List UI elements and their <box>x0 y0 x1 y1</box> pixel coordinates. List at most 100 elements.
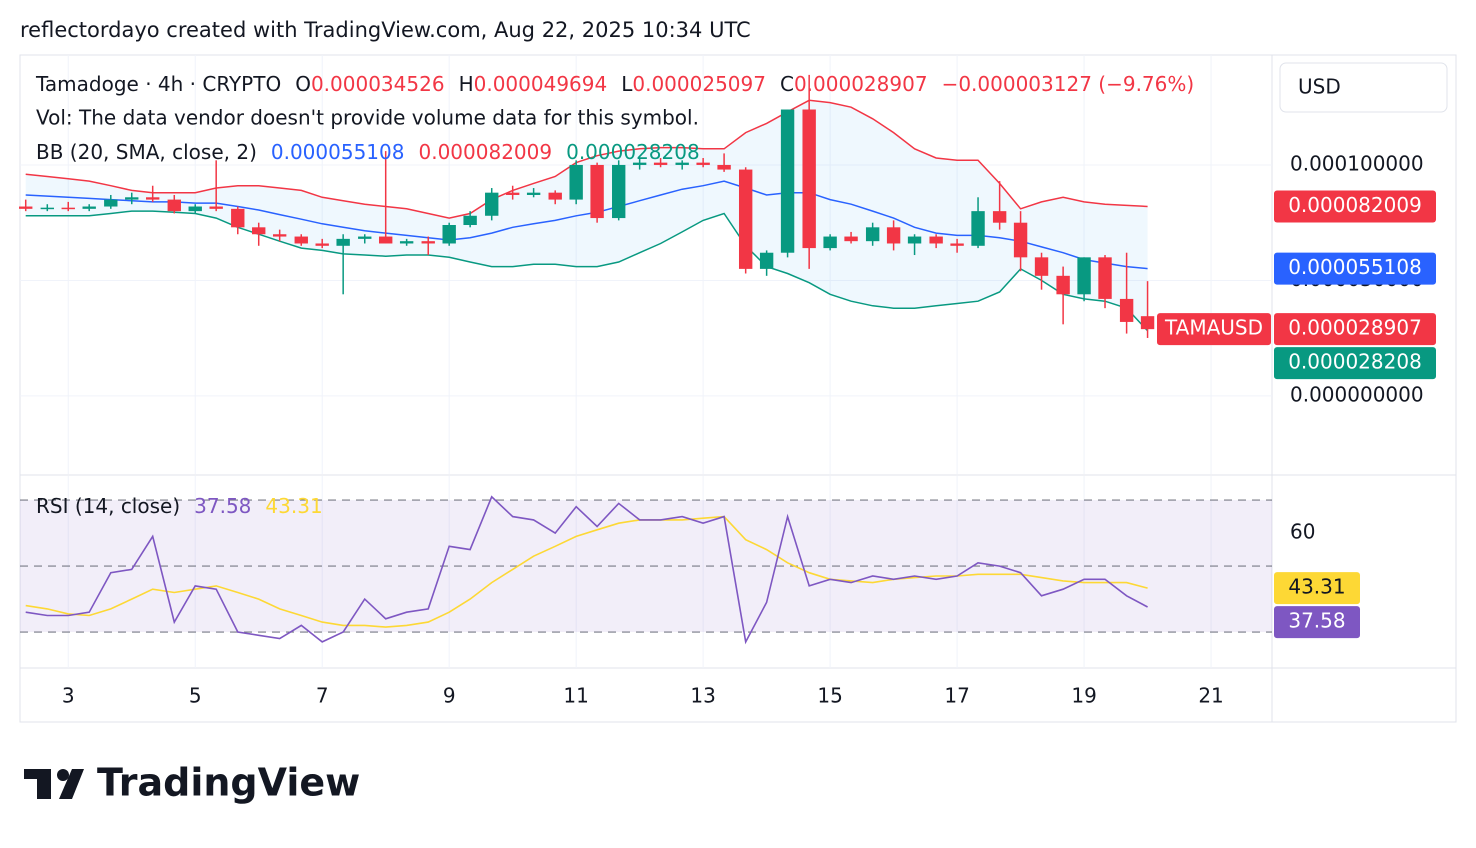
candle-body <box>505 192 520 195</box>
price-badge <box>1274 190 1436 223</box>
price-badge-label: 0.000055108 <box>1288 255 1422 279</box>
candle-body <box>399 241 414 244</box>
candle-body <box>485 192 499 216</box>
symbol-tag <box>1157 313 1271 346</box>
bb-line <box>25 99 1148 219</box>
candle-body <box>971 211 985 246</box>
x-tick-label: 13 <box>690 684 715 708</box>
candle-body <box>252 227 266 235</box>
candle-body <box>590 164 604 219</box>
candle-body <box>358 236 372 239</box>
candle-body <box>379 236 393 244</box>
candle-body <box>1013 222 1028 258</box>
candle-body <box>569 164 583 200</box>
rsi-title: RSI (14, close) <box>36 494 180 518</box>
change: −0.000003127 (−9.76%) <box>942 72 1195 96</box>
x-tick-label: 11 <box>563 684 588 708</box>
rsi-legend: RSI (14, close) 37.58 43.31 <box>36 494 323 518</box>
bb-value: 0.000055108 <box>271 140 405 164</box>
indicator: BB (20, SMA, close, 2) <box>36 140 257 164</box>
ohlc-label: O <box>295 72 311 96</box>
candle-body <box>759 252 774 269</box>
ohlc-value: 0.000028907 <box>794 72 928 96</box>
price-badge-label: 0.000028208 <box>1288 350 1422 374</box>
candle-body <box>82 206 96 209</box>
x-tick-label: 19 <box>1071 684 1096 708</box>
x-tick-label: 17 <box>944 684 969 708</box>
candle-body <box>675 162 689 165</box>
candle-body <box>19 206 33 209</box>
candle-body <box>696 162 710 165</box>
ohlc-label: L <box>621 72 633 96</box>
candle-body <box>929 236 943 244</box>
rsi-badge <box>1274 572 1360 605</box>
candle-body <box>421 241 435 244</box>
candle-body <box>717 164 731 170</box>
candle-body <box>738 169 753 269</box>
legend-ohlc: Tamadoge · 4h · CRYPTO O0.000034526 H0.000… <box>35 72 1194 96</box>
candle-body <box>336 238 350 246</box>
x-tick-label: 9 <box>443 684 456 708</box>
legend-bb: BB (20, SMA, close, 2) 0.000055108 0.00008… <box>36 140 700 164</box>
price-badge-label: 0.000028907 <box>1288 316 1422 340</box>
candle-body <box>188 206 202 212</box>
candle-body <box>40 207 54 210</box>
candle-body <box>907 236 922 244</box>
candle-body <box>272 234 287 237</box>
logo-dot <box>57 769 69 781</box>
candle-body <box>653 162 668 165</box>
candle-body <box>61 207 75 210</box>
rsi-badge-label: 37.58 <box>1288 609 1345 633</box>
x-tick-label: 3 <box>62 684 75 708</box>
rsi-line <box>25 495 1148 645</box>
candle-body <box>231 208 245 228</box>
candle-body <box>104 199 118 207</box>
currency-button[interactable] <box>1279 62 1448 113</box>
chart-frame <box>19 54 1457 723</box>
candle-body <box>294 236 308 244</box>
ohlc-label: C <box>780 72 794 96</box>
currency[interactable]: USD <box>1298 75 1341 99</box>
candle-body <box>1119 298 1134 322</box>
ohlc-value: 0.000049694 <box>474 72 608 96</box>
x-tick-label: 5 <box>189 684 202 708</box>
candle-body <box>209 206 223 209</box>
logo-slash <box>59 769 84 799</box>
y-tick-label: 60 <box>1290 520 1315 544</box>
candle-body <box>167 199 181 212</box>
y-tick-label: 0.000100000 <box>1290 151 1424 175</box>
price-badge <box>1274 252 1436 285</box>
candle-body <box>1056 275 1070 295</box>
candle-body <box>526 192 541 195</box>
candle-body <box>865 227 880 242</box>
price-badge <box>1274 347 1436 380</box>
candle-body <box>992 211 1007 223</box>
candle-body <box>125 197 139 200</box>
price-badge-label: 0.000082009 <box>1288 193 1422 217</box>
candle-body <box>612 164 626 219</box>
y-tick-label: 0.000000000 <box>1290 382 1424 406</box>
price-badge <box>1274 313 1436 346</box>
caption: reflectordayo created with TradingView.c… <box>20 18 751 42</box>
bb-value: 0.000082009 <box>418 140 552 164</box>
candle-body <box>802 109 816 249</box>
rsi-badge-label: 43.31 <box>1288 575 1345 599</box>
candle-body <box>463 215 477 226</box>
candle-body <box>886 227 901 244</box>
candle-body <box>1140 316 1155 330</box>
bb-line <box>25 210 1149 332</box>
candle-body <box>632 162 647 165</box>
bb-line <box>25 180 1148 270</box>
candle-body <box>1034 257 1049 276</box>
candle-body <box>844 236 858 242</box>
ohlc-value: 0.000025097 <box>632 72 766 96</box>
rsi-badge <box>1274 606 1360 639</box>
candle-body <box>442 225 456 244</box>
candle-body <box>1098 257 1112 299</box>
rsi-value: 37.58 <box>194 494 251 518</box>
candle-body <box>823 236 837 249</box>
volume-note: Vol: The data vendor doesn't provide vol… <box>36 106 699 130</box>
x-tick-label: 7 <box>316 684 329 708</box>
rsi-value: 43.31 <box>265 494 322 518</box>
